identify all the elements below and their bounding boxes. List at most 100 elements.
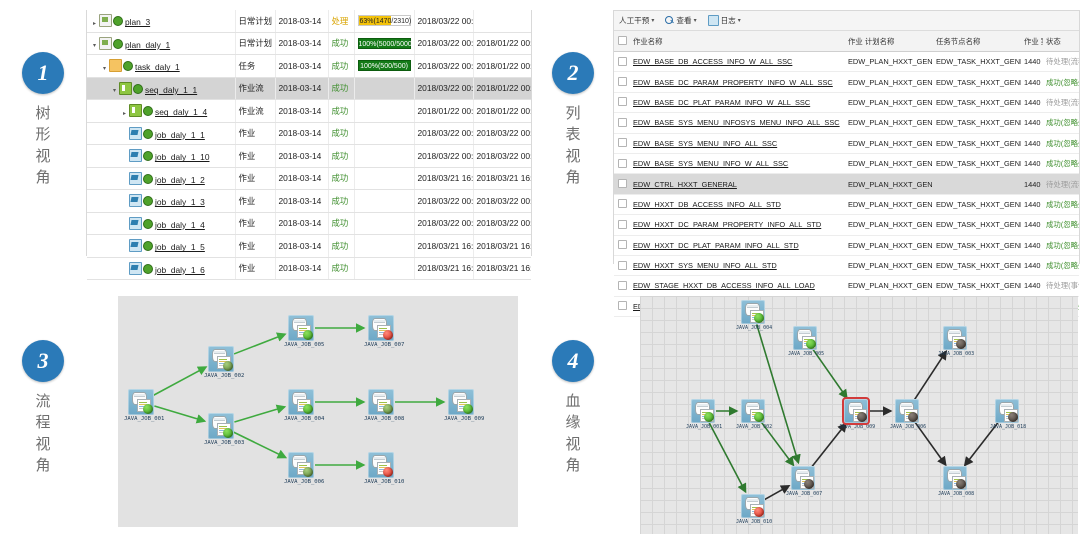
row-select-cell[interactable] (614, 235, 630, 256)
row-checkbox[interactable] (617, 199, 627, 209)
graph-node[interactable]: JAVA_JOB_003 (204, 413, 244, 446)
select-all-checkbox[interactable] (617, 36, 627, 45)
row-checkbox[interactable] (617, 138, 627, 148)
select-all-header[interactable] (614, 31, 630, 52)
expand-toggle-icon[interactable]: ▸ (92, 20, 96, 27)
row-checkbox[interactable] (617, 301, 627, 311)
tree-node-cell[interactable]: job_daly_1_1 (87, 122, 236, 145)
graph-node[interactable]: JAVA_JOB_009 (444, 389, 484, 422)
toolbar-item-0[interactable]: 人工干预 ▾ (619, 15, 654, 26)
graph-node[interactable]: JAVA_JOB_008 (938, 466, 974, 497)
job-node-icon[interactable] (368, 452, 394, 478)
job-node-icon[interactable] (208, 346, 234, 372)
row-checkbox[interactable] (617, 158, 627, 168)
table-row[interactable]: EDW_CTRL_HXXT_GENERAL EDW_PLAN_HXXT_GENER… (614, 173, 1079, 195)
job-name-link[interactable]: EDW_HXXT_DC_PARAM_PROPERTY_INFO_ALL_STD (633, 220, 822, 230)
tree-node-cell[interactable]: ▾ seq_daly_1_1 (87, 77, 236, 100)
expand-toggle-icon[interactable]: ▸ (122, 110, 126, 117)
row-checkbox[interactable] (617, 280, 627, 290)
row-select-cell[interactable] (614, 173, 630, 195)
node-name-link[interactable]: job_daly_1_6 (155, 264, 205, 275)
job-node-icon[interactable] (288, 315, 314, 341)
job-name-cell[interactable]: EDW_HXXT_DC_PLAT_PARAM_INFO_ALL_STD (630, 235, 845, 256)
job-name-link[interactable]: EDW_BASE_DB_ACCESS_INFO_W_ALL_SSC (633, 57, 793, 67)
row-checkbox[interactable] (617, 56, 627, 66)
graph-node[interactable]: JAVA_JOB_005 (788, 326, 824, 357)
flow-view-canvas[interactable]: JAVA_JOB_001 JAVA_JOB_002 JAVA_JOB_003 JAVA… (118, 296, 518, 527)
job-node-icon[interactable] (741, 494, 765, 518)
job-name-cell[interactable]: EDW_HXXT_DC_PARAM_PROPERTY_INFO_ALL_STD (630, 214, 845, 236)
row-select-cell[interactable] (614, 275, 630, 297)
row-select-cell[interactable] (614, 112, 630, 134)
row-select-cell[interactable] (614, 92, 630, 114)
node-name-link[interactable]: task_daly_1 (135, 62, 180, 73)
job-node-icon[interactable] (368, 389, 394, 415)
graph-node[interactable]: JAVA_JOB_004 (284, 389, 324, 422)
row-select-cell[interactable] (614, 133, 630, 154)
row-checkbox[interactable] (617, 97, 627, 107)
table-row[interactable]: EDW_HXXT_DB_ACCESS_INFO_ALL_STD EDW_PLAN_… (614, 194, 1079, 216)
job-node-icon[interactable] (448, 389, 474, 415)
node-name-link[interactable]: job_daly_1_2 (155, 174, 205, 185)
table-row[interactable]: ▸ seq_daly_1_4 作业流 2018-03-14 成功 2018/01/22 0… (87, 99, 531, 123)
tree-node-cell[interactable]: job_daly_1_2 (87, 167, 236, 190)
job-node-icon[interactable] (368, 315, 394, 341)
toolbar-item-1[interactable]: 查看 ▾ (665, 15, 697, 26)
node-name-link[interactable]: job_daly_1_4 (155, 219, 205, 230)
graph-node[interactable]: JAVA_JOB_018 (990, 399, 1026, 430)
table-row[interactable]: ▾ seq_daly_1_1 作业流 2018-03-14 成功 2018/03/22 0… (87, 77, 531, 100)
tree-view-panel[interactable]: ▸ plan_3 日常计划 2018-03-14 处理 63%(1470/2310) 201… (86, 10, 532, 280)
job-node-icon[interactable] (995, 399, 1019, 423)
graph-node[interactable]: JAVA_JOB_006 (890, 399, 926, 430)
job-name-link[interactable]: EDW_BASE_SYS_MENU_INFO_ALL_SSC (633, 138, 778, 148)
job-name-link[interactable]: EDW_BASE_DC_PARAM_PROPERTY_INFO_W_ALL_SS… (633, 77, 833, 87)
table-row[interactable]: EDW_BASE_DC_PARAM_PROPERTY_INFO_W_ALL_SS… (614, 71, 1079, 93)
job-name-cell[interactable]: EDW_HXXT_DB_ACCESS_INFO_ALL_STD (630, 194, 845, 216)
graph-node[interactable]: JAVA_JOB_010 (364, 452, 404, 485)
chevron-down-icon[interactable]: ▾ (693, 18, 697, 24)
node-name-link[interactable]: seq_daly_1_4 (155, 107, 208, 118)
table-row[interactable]: ▸ plan_3 日常计划 2018-03-14 处理 63%(1470/2310) 201… (87, 10, 531, 33)
row-select-cell[interactable] (614, 296, 630, 318)
tree-node-cell[interactable]: ▾ task_daly_1 (87, 54, 236, 78)
row-select-cell[interactable] (614, 214, 630, 236)
job-name-link[interactable]: EDW_HXXT_DC_PLAT_PARAM_INFO_ALL_STD (633, 240, 799, 250)
graph-node[interactable]: JAVA_JOB_001 (686, 399, 722, 430)
table-row[interactable]: EDW_BASE_SYS_MENU_INFO_ALL_SSC EDW_PLAN_H… (614, 133, 1079, 154)
row-select-cell[interactable] (614, 153, 630, 175)
job-name-cell[interactable]: EDW_STAGE_HXXT_DB_ACCESS_INFO_ALL_LOAD (630, 275, 845, 297)
expand-toggle-icon[interactable]: ▾ (112, 88, 116, 95)
job-node-icon[interactable] (691, 399, 715, 423)
row-select-cell[interactable] (614, 51, 630, 73)
job-node-icon[interactable] (128, 389, 154, 415)
node-name-link[interactable]: job_daly_1_1 (155, 129, 205, 140)
node-name-link[interactable]: plan_daly_1 (125, 39, 171, 50)
job-name-link[interactable]: EDW_HXXT_DB_ACCESS_INFO_ALL_STD (633, 199, 781, 209)
graph-node[interactable]: JAVA_JOB_005 (284, 315, 324, 348)
chevron-down-icon[interactable]: ▾ (651, 18, 655, 24)
graph-node[interactable]: JAVA_JOB_006 (284, 452, 324, 485)
job-name-link[interactable]: EDW_BASE_DC_PLAT_PARAM_INFO_W_ALL_SSC (633, 97, 811, 107)
job-name-cell[interactable]: EDW_BASE_DC_PLAT_PARAM_INFO_W_ALL_SSC (630, 92, 845, 114)
graph-node[interactable]: JAVA_JOB_002 (736, 399, 772, 430)
tree-node-cell[interactable]: ▸ seq_daly_1_4 (87, 99, 236, 123)
job-name-cell[interactable]: EDW_BASE_SYS_MENU_INFO_W_ALL_SSC (630, 153, 845, 175)
row-checkbox[interactable] (617, 179, 627, 189)
table-row[interactable]: EDW_HXXT_SYS_MENU_INFO_ALL_STD EDW_PLAN_H… (614, 255, 1079, 277)
row-select-cell[interactable] (614, 194, 630, 216)
row-select-cell[interactable] (614, 71, 630, 93)
tree-node-cell[interactable]: ▸ plan_3 (87, 10, 236, 33)
table-row[interactable]: EDW_HXXT_DC_PLAT_PARAM_INFO_ALL_STD EDW_P… (614, 235, 1079, 256)
lineage-view-canvas[interactable]: JAVA_JOB_001 JAVA_JOB_002 JAVA_JOB_004 JAVA… (640, 296, 1078, 534)
job-name-cell[interactable]: EDW_BASE_SYS_MENU_INFOSYS_MENU_INFO_ALL_… (630, 112, 845, 134)
graph-node[interactable]: JAVA_JOB_001 (124, 389, 164, 422)
job-name-link[interactable]: EDW_STAGE_HXXT_DB_ACCESS_INFO_ALL_LOAD (633, 281, 815, 291)
row-select-cell[interactable] (614, 255, 630, 277)
table-row[interactable]: EDW_BASE_DC_PLAT_PARAM_INFO_W_ALL_SSC EDW… (614, 92, 1079, 114)
job-node-icon[interactable] (793, 326, 817, 350)
row-checkbox[interactable] (617, 117, 627, 127)
job-node-icon[interactable] (208, 413, 234, 439)
